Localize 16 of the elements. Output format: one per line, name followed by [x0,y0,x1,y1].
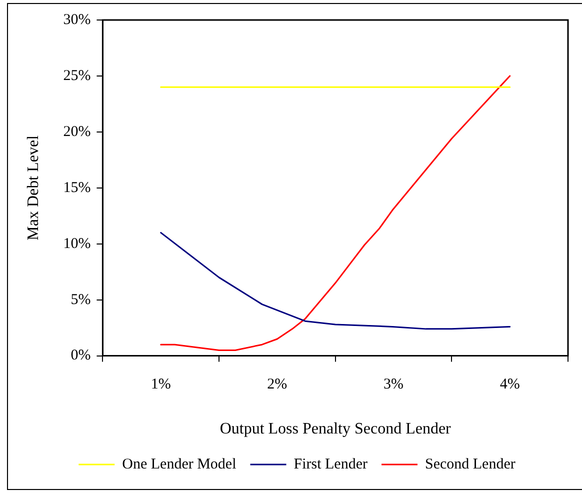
legend-label: First Lender [294,456,368,472]
legend-label: One Lender Model [122,456,236,472]
y-tick-label: 0% [70,348,91,364]
y-tick-label: 30% [63,12,91,28]
x-tick-label: 1% [150,376,171,393]
y-tick-label: 10% [63,236,91,252]
x-tick-label: 4% [500,376,520,393]
y-tick-label: 25% [63,68,91,84]
y-tick-label: 5% [70,292,91,308]
x-tick-label: 3% [384,376,404,393]
y-tick-label: 15% [63,180,91,196]
legend-label: Second Lender [424,456,516,472]
y-tick-label: 20% [63,124,91,140]
x-tick-label: 2% [267,376,288,393]
x-axis-title: Output Loss Penalty Second Lender [220,420,452,438]
y-axis-title: Max Debt Level [24,134,42,240]
